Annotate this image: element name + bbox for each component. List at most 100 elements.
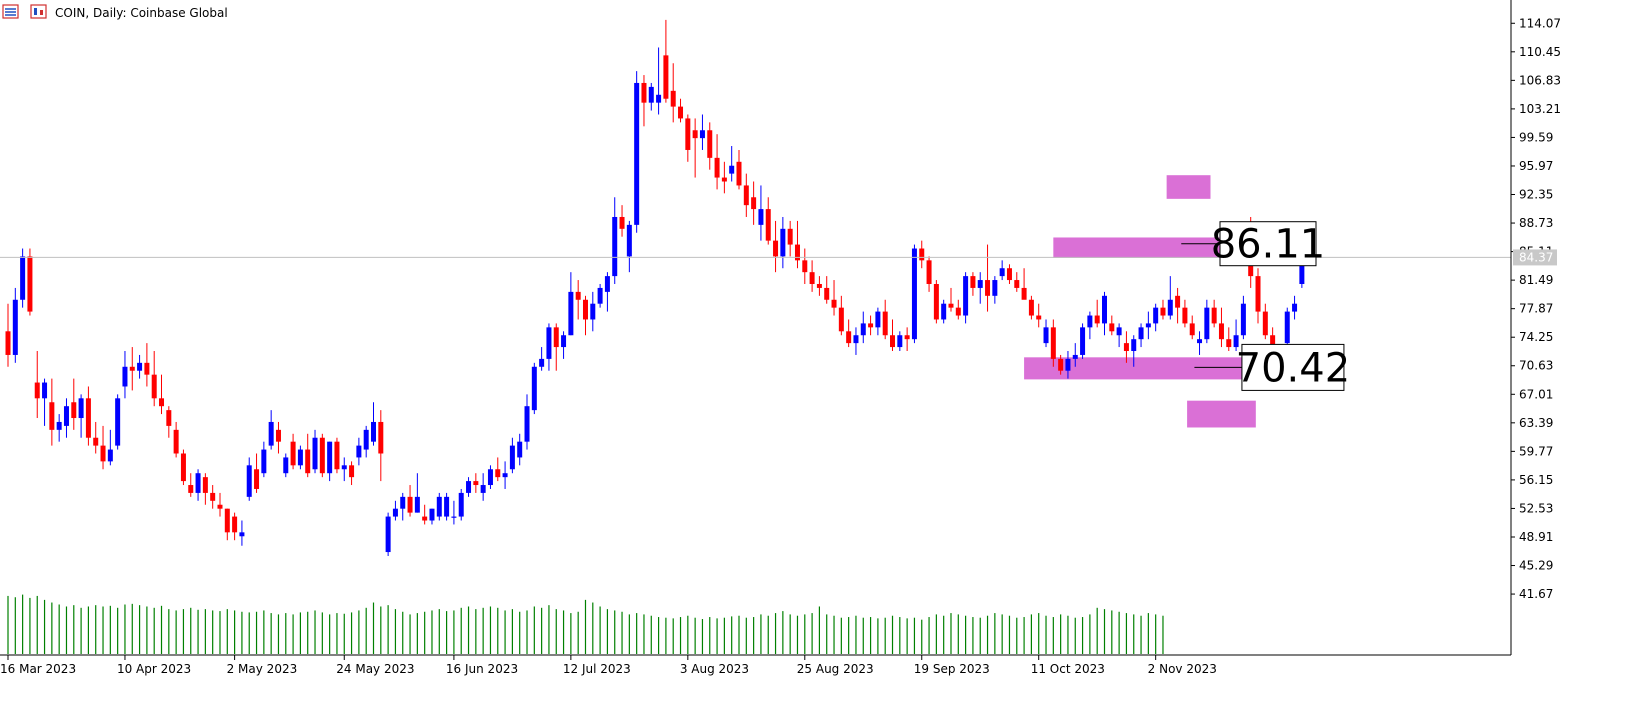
candle[interactable] <box>115 394 121 450</box>
candle[interactable] <box>926 256 932 292</box>
candle[interactable] <box>1182 299 1188 328</box>
candle[interactable] <box>1218 307 1224 348</box>
candle[interactable] <box>414 473 420 513</box>
candle[interactable] <box>1284 307 1290 348</box>
candle[interactable] <box>678 98 684 123</box>
candle[interactable] <box>1087 311 1093 340</box>
candle[interactable] <box>217 492 223 517</box>
candle[interactable] <box>809 260 815 292</box>
candle[interactable] <box>188 473 194 497</box>
candle[interactable] <box>1145 311 1151 340</box>
candle[interactable] <box>604 272 610 312</box>
candle[interactable] <box>363 425 369 458</box>
candle[interactable] <box>378 410 384 482</box>
candle[interactable] <box>495 457 501 482</box>
candle[interactable] <box>180 449 186 486</box>
candle[interactable] <box>159 374 165 415</box>
candle[interactable] <box>1153 303 1159 332</box>
candle[interactable] <box>137 354 143 379</box>
candle[interactable] <box>290 433 296 470</box>
candle[interactable] <box>1138 323 1144 348</box>
level-label-box[interactable] <box>1241 343 1345 391</box>
candle[interactable] <box>919 240 925 269</box>
price-axis[interactable]: 114.07 110.45 106.83 103.21 99.59 95.97 92.35 8… <box>1510 0 1561 655</box>
candle[interactable] <box>100 425 106 470</box>
candle[interactable] <box>794 220 800 269</box>
candle[interactable] <box>42 378 48 426</box>
target-up-zone[interactable] <box>1166 175 1211 199</box>
time-axis[interactable]: 16 Mar 2023 10 Apr 2023 2 May 2023 24 May 2… <box>0 654 1511 676</box>
candle[interactable] <box>275 421 281 454</box>
candle[interactable] <box>663 19 669 103</box>
candle[interactable] <box>268 410 274 450</box>
candle[interactable] <box>546 323 552 371</box>
candle[interactable] <box>1262 303 1268 340</box>
candle[interactable] <box>246 457 252 501</box>
candle[interactable] <box>34 351 40 419</box>
candle[interactable] <box>992 276 998 304</box>
candle[interactable] <box>634 71 640 233</box>
candle[interactable] <box>816 276 822 296</box>
candle[interactable] <box>1028 295 1034 320</box>
candle[interactable] <box>1021 268 1027 300</box>
candle[interactable] <box>480 473 486 501</box>
candle[interactable] <box>656 47 662 115</box>
candle[interactable] <box>232 512 238 541</box>
candle[interactable] <box>20 248 26 308</box>
candle[interactable] <box>524 394 530 450</box>
candle[interactable] <box>539 347 545 371</box>
candle[interactable] <box>451 500 457 525</box>
candle[interactable] <box>553 323 559 371</box>
candle[interactable] <box>436 492 442 521</box>
candle[interactable] <box>597 283 603 308</box>
chart-type-icon[interactable] <box>30 4 47 19</box>
candle[interactable] <box>151 351 157 407</box>
candle[interactable] <box>1065 351 1071 379</box>
candle[interactable] <box>5 303 11 367</box>
candle[interactable] <box>1102 291 1107 336</box>
candle[interactable] <box>758 185 764 241</box>
candle[interactable] <box>473 473 479 493</box>
candle[interactable] <box>868 315 874 336</box>
candle[interactable] <box>349 461 355 486</box>
candle[interactable] <box>341 457 347 482</box>
candle[interactable] <box>575 280 581 320</box>
candle[interactable] <box>93 421 99 454</box>
candle[interactable] <box>882 299 888 340</box>
candle[interactable] <box>1109 315 1115 336</box>
candle[interactable] <box>612 197 618 284</box>
candle[interactable] <box>1050 319 1056 367</box>
candle[interactable] <box>56 414 62 442</box>
candle[interactable] <box>692 118 698 178</box>
candle[interactable] <box>509 437 515 474</box>
candle[interactable] <box>1043 319 1049 348</box>
candle[interactable] <box>714 134 720 190</box>
candle[interactable] <box>371 402 376 446</box>
candle[interactable] <box>897 331 903 352</box>
candle[interactable] <box>305 433 311 478</box>
candle[interactable] <box>297 445 303 470</box>
candle[interactable] <box>49 378 55 446</box>
candle[interactable] <box>568 272 574 336</box>
candle[interactable] <box>1036 303 1042 328</box>
candle[interactable] <box>202 473 208 505</box>
candle[interactable] <box>1116 323 1122 348</box>
candle[interactable] <box>1160 299 1166 320</box>
candle[interactable] <box>283 453 289 478</box>
candle[interactable] <box>999 260 1005 281</box>
candle[interactable] <box>444 492 450 521</box>
candle[interactable] <box>458 488 464 521</box>
candle[interactable] <box>407 485 413 517</box>
candle[interactable] <box>853 327 859 355</box>
level-label-box[interactable] <box>1219 221 1317 267</box>
candle[interactable] <box>977 272 983 304</box>
candle[interactable] <box>780 216 786 269</box>
candle[interactable] <box>487 465 493 489</box>
candle[interactable] <box>71 378 77 430</box>
candle[interactable] <box>27 248 33 316</box>
candle[interactable] <box>860 311 866 344</box>
candle[interactable] <box>846 319 852 348</box>
candle[interactable] <box>955 299 961 320</box>
candle[interactable] <box>1080 323 1086 359</box>
candle[interactable] <box>590 291 596 332</box>
